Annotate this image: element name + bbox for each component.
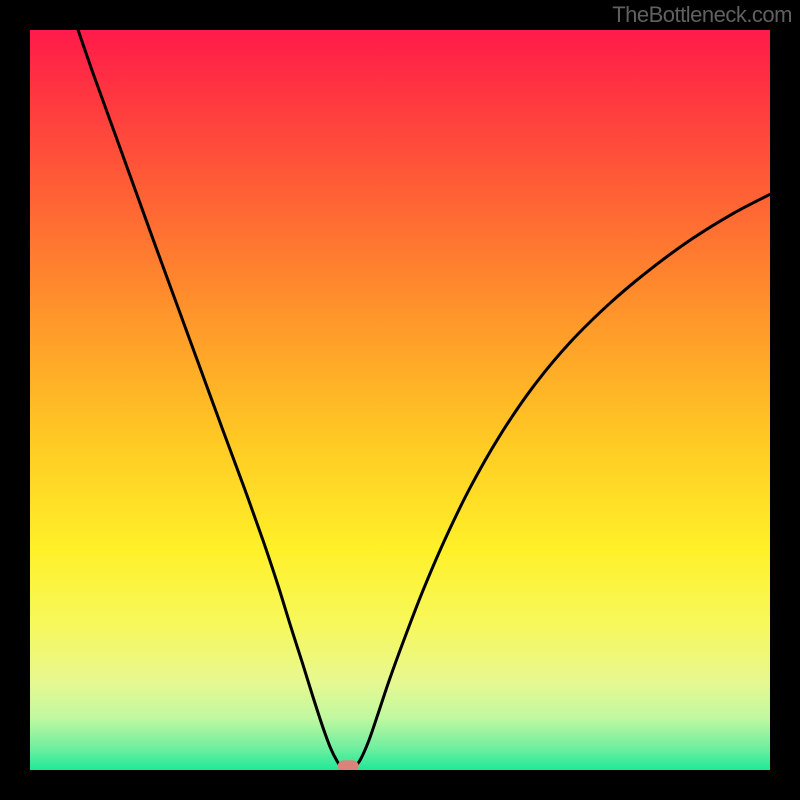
gradient-background	[30, 30, 770, 770]
bottleneck-chart	[30, 30, 770, 770]
chart-plot-area	[30, 30, 770, 770]
optimal-point-marker	[338, 760, 359, 770]
watermark-text: TheBottleneck.com	[612, 2, 792, 28]
